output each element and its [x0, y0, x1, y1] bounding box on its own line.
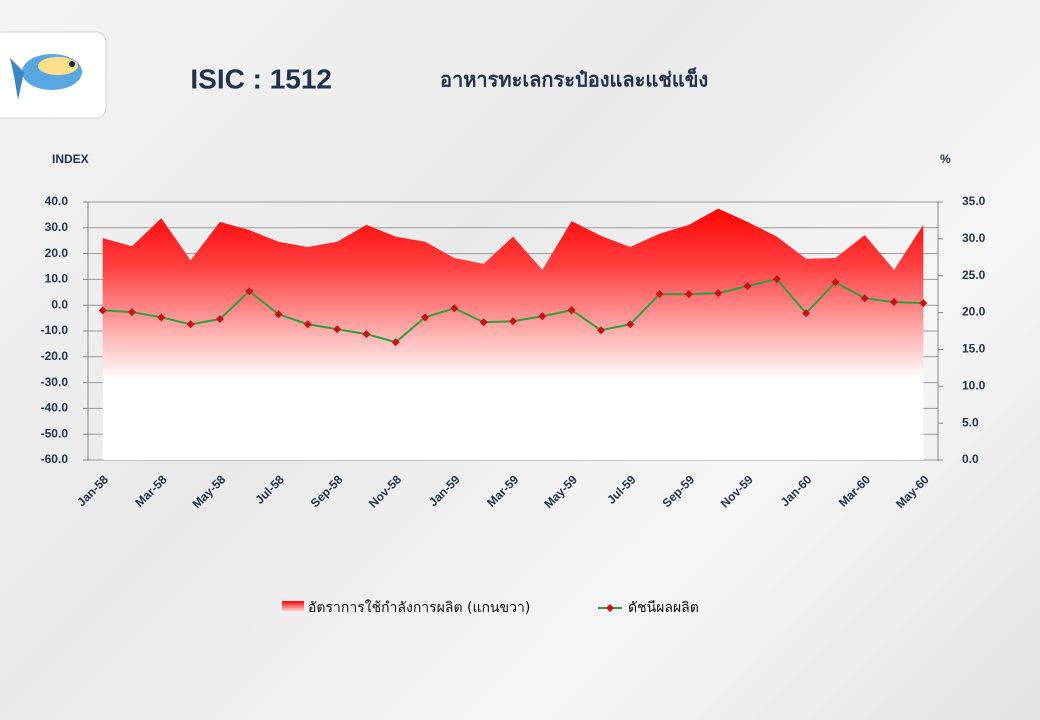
logo [0, 31, 107, 119]
y-tick-label: -40.0 [41, 401, 69, 415]
marker [421, 313, 430, 322]
chart-subtitle: อาหารทะเลกระป๋องและแช่แข็ง [440, 67, 708, 92]
y2-tick-label: 15.0 [962, 342, 986, 356]
area [102, 208, 924, 460]
y2-tick-label: 30.0 [962, 231, 986, 245]
x-tick-label: May-60 [893, 472, 932, 511]
marker [714, 289, 723, 298]
y-tick-label: -30.0 [41, 375, 69, 389]
marker [890, 298, 899, 307]
marker [303, 320, 312, 329]
y-axis-title: INDEX [52, 152, 89, 166]
y-tick-label: 10.0 [45, 272, 69, 286]
y2-tick-label: 25.0 [962, 268, 986, 282]
y-tick-label: 40.0 [45, 194, 69, 208]
x-tick-label: Jul-58 [252, 472, 287, 507]
marker [215, 315, 224, 324]
chart-title: ISIC : 1512 [190, 63, 332, 94]
marker [127, 308, 136, 317]
marker [743, 282, 752, 291]
y-tick-label: 20.0 [45, 246, 69, 260]
y2-axis-title: % [940, 152, 951, 166]
marker [596, 326, 605, 335]
x-tick-label: Jul-59 [604, 472, 639, 507]
y2-tick-label: 5.0 [962, 415, 979, 429]
marker [509, 317, 517, 326]
x-tick-label: Sep-58 [308, 472, 346, 510]
x-tick-label: Nov-59 [718, 472, 756, 510]
marker [655, 290, 664, 299]
marker [391, 338, 400, 347]
marker [802, 309, 811, 318]
legend-label: ดัชนีผลผลิต [628, 600, 699, 616]
marker [684, 290, 693, 299]
legend-label: อัตราการใช้กำลังการผลิต (แกนขวา) [308, 599, 530, 616]
marker [567, 306, 576, 315]
marker [186, 320, 195, 329]
x-tick-label: Jan-60 [778, 472, 815, 509]
y-tick-label: -10.0 [41, 323, 69, 337]
y2-tick-label: 35.0 [962, 194, 986, 208]
marker [274, 310, 283, 319]
y-tick-label: -20.0 [41, 349, 69, 363]
x-tick-label: Jan-59 [426, 472, 463, 509]
x-tick-label: Mar-59 [484, 472, 521, 509]
x-tick-label: May-58 [190, 472, 229, 511]
legend-marker [606, 604, 614, 612]
x-tick-label: Mar-60 [836, 472, 873, 509]
x-tick-label: Nov-58 [366, 472, 404, 510]
marker [98, 306, 107, 315]
marker [157, 313, 166, 322]
marker [479, 318, 488, 327]
y2-tick-label: 0.0 [962, 452, 979, 466]
x-tick-label: Jan-58 [74, 472, 111, 509]
marker [333, 325, 342, 334]
y-tick-label: 0.0 [51, 297, 68, 311]
x-tick-label: Mar-58 [132, 472, 169, 509]
y2-tick-label: 10.0 [962, 378, 986, 392]
marker [919, 299, 928, 308]
marker [831, 278, 840, 287]
marker [860, 294, 869, 303]
x-tick-label: May-59 [541, 472, 580, 511]
y-tick-label: 30.0 [45, 220, 69, 234]
y2-tick-label: 20.0 [962, 305, 986, 319]
y-tick-label: -50.0 [41, 426, 69, 440]
marker [450, 304, 459, 313]
x-tick-label: Sep-59 [659, 472, 697, 510]
marker [362, 330, 371, 339]
marker [626, 320, 635, 329]
y-tick-label: -60.0 [41, 452, 69, 466]
legend-swatch [282, 601, 304, 613]
marker [772, 275, 781, 284]
marker [538, 312, 547, 321]
marker [245, 287, 254, 296]
